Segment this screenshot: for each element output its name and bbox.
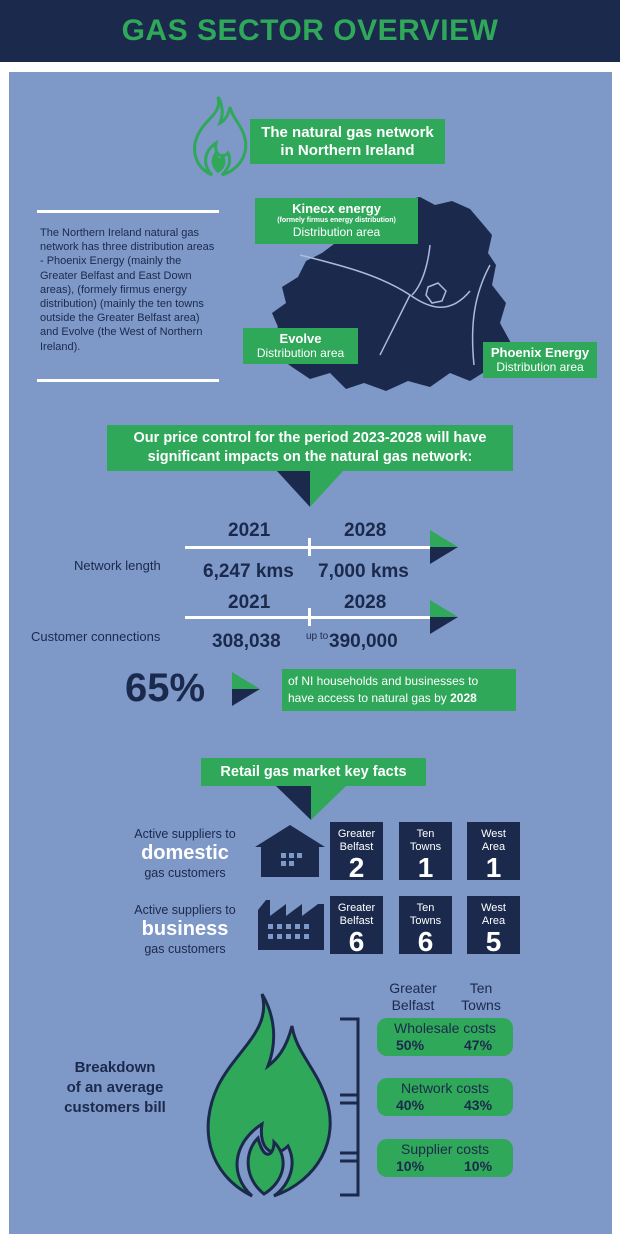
connections-timeline — [185, 616, 430, 619]
network-year-from: 2021 — [228, 520, 271, 541]
business-tt-value: 6 — [417, 926, 434, 957]
domestic-pre: Active suppliers to — [134, 827, 236, 841]
network-title-box: The natural gas network in Northern Irel… — [250, 119, 445, 164]
access-textbox: of NI households and businesses to have … — [282, 669, 516, 711]
network-costs-label: Network costs — [401, 1080, 489, 1096]
business-gb-value: 6 — [348, 926, 365, 957]
bill-line1: Breakdown — [74, 1059, 156, 1076]
kinecx-area-label: Kinecx energy (formely firmus energy dis… — [255, 198, 418, 244]
retail-title: Retail gas market key facts — [220, 764, 407, 780]
evolve-sub: Distribution area — [256, 346, 345, 360]
access-year: 2028 — [450, 691, 477, 705]
network-timeline-tick — [308, 538, 311, 556]
network-tt: 43% — [464, 1097, 493, 1113]
network-title-line2: in Northern Ireland — [280, 142, 415, 159]
evolve-name: Evolve — [279, 331, 322, 346]
connections-year-to: 2028 — [344, 592, 387, 613]
network-gb: 40% — [396, 1097, 425, 1113]
connections-arrow-icon — [430, 600, 458, 634]
bill-caption: Breakdown of an average customers bill — [40, 1058, 190, 1118]
supplier-label: Supplier costs — [401, 1141, 489, 1157]
business-wa-value: 5 — [485, 926, 502, 957]
domestic-gb-value: 2 — [348, 852, 365, 883]
business-ten-towns: Ten Towns 6 — [399, 896, 452, 957]
access-text-line2: have access to natural gas by — [288, 691, 447, 705]
network-description: The Northern Ireland natural gas network… — [40, 227, 215, 353]
network-arrow-icon — [430, 530, 458, 564]
phoenix-name: Phoenix Energy — [490, 345, 590, 360]
wholesale-label: Wholesale costs — [394, 1020, 496, 1036]
price-control-banner: Our price control for the period 2023-20… — [107, 425, 513, 471]
business-west-area: West Area 5 — [467, 896, 520, 957]
business-big: business — [141, 918, 229, 940]
header-bar: GAS SECTOR OVERVIEW — [0, 0, 620, 62]
connections-value-from: 308,038 — [212, 631, 281, 652]
house-icon — [255, 825, 325, 877]
kinecx-sub: Distribution area — [292, 225, 381, 239]
network-year-to: 2028 — [344, 520, 387, 541]
banner-pointer-1 — [277, 471, 343, 507]
domestic-west-area: West Area 1 — [467, 822, 520, 883]
kinecx-note: (formely firmus energy distribution) — [277, 217, 396, 224]
network-costs-pill: Network costs 40% 43% — [377, 1078, 513, 1116]
bill-bracket — [340, 1017, 360, 1197]
bill-line2: of an average — [66, 1079, 164, 1096]
domestic-greater-belfast: Greater Belfast 2 — [330, 822, 383, 883]
connections-year-from: 2021 — [228, 592, 271, 613]
business-post: gas customers — [144, 942, 226, 956]
business-greater-belfast: Greater Belfast 6 — [330, 896, 383, 957]
kinecx-name: Kinecx energy — [292, 201, 381, 216]
connections-timeline-tick — [308, 608, 311, 626]
retail-banner: Retail gas market key facts — [201, 758, 426, 786]
factory-icon — [258, 900, 324, 950]
network-length-label: Network length — [74, 558, 161, 573]
domestic-tt-value: 1 — [417, 852, 434, 883]
business-pre: Active suppliers to — [134, 903, 236, 917]
connections-joiner: up to — [306, 631, 329, 642]
price-control-line1: Our price control for the period 2023-20… — [133, 430, 487, 446]
phoenix-area-label: Phoenix Energy Distribution area — [483, 342, 597, 378]
connections-value-to: 390,000 — [329, 631, 398, 652]
price-control-line2: significant impacts on the natural gas n… — [147, 449, 473, 465]
domestic-big: domestic — [141, 842, 229, 864]
domestic-caption: Active suppliers to domestic gas custome… — [120, 826, 250, 881]
domestic-ten-towns: Ten Towns 1 — [399, 822, 452, 883]
business-caption: Active suppliers to business gas custome… — [120, 902, 250, 957]
col-greater-belfast: Greater Belfast — [389, 980, 437, 1013]
supplier-gb: 10% — [396, 1158, 425, 1174]
domestic-wa-value: 1 — [485, 852, 502, 883]
col-ten-towns: Ten Towns — [461, 980, 501, 1013]
wholesale-costs-pill: Wholesale costs 50% 47% — [377, 1018, 513, 1056]
bill-line3: customers bill — [64, 1099, 166, 1116]
wholesale-gb: 50% — [396, 1037, 425, 1053]
network-timeline — [185, 546, 430, 549]
supplier-tt: 10% — [464, 1158, 493, 1174]
connections-label: Customer connections — [31, 629, 161, 644]
divider-top — [37, 210, 219, 213]
phoenix-sub: Distribution area — [496, 360, 584, 374]
network-value-to: 7,000 kms — [318, 561, 409, 582]
evolve-area-label: Evolve Distribution area — [243, 328, 358, 364]
flame-icon — [193, 96, 248, 177]
divider-bottom — [37, 379, 219, 382]
access-percent: 65% — [125, 666, 206, 710]
wholesale-tt: 47% — [464, 1037, 493, 1053]
banner-pointer-2 — [276, 786, 346, 820]
page-title: GAS SECTOR OVERVIEW — [121, 14, 499, 47]
large-flame-icon — [206, 993, 332, 1198]
access-arrow-icon — [232, 672, 260, 706]
supplier-costs-pill: Supplier costs 10% 10% — [377, 1139, 513, 1177]
network-title-line1: The natural gas network — [261, 124, 434, 141]
access-text-line1: of NI households and businesses to — [288, 674, 479, 688]
network-value-from: 6,247 kms — [203, 561, 294, 582]
domestic-post: gas customers — [144, 866, 226, 880]
